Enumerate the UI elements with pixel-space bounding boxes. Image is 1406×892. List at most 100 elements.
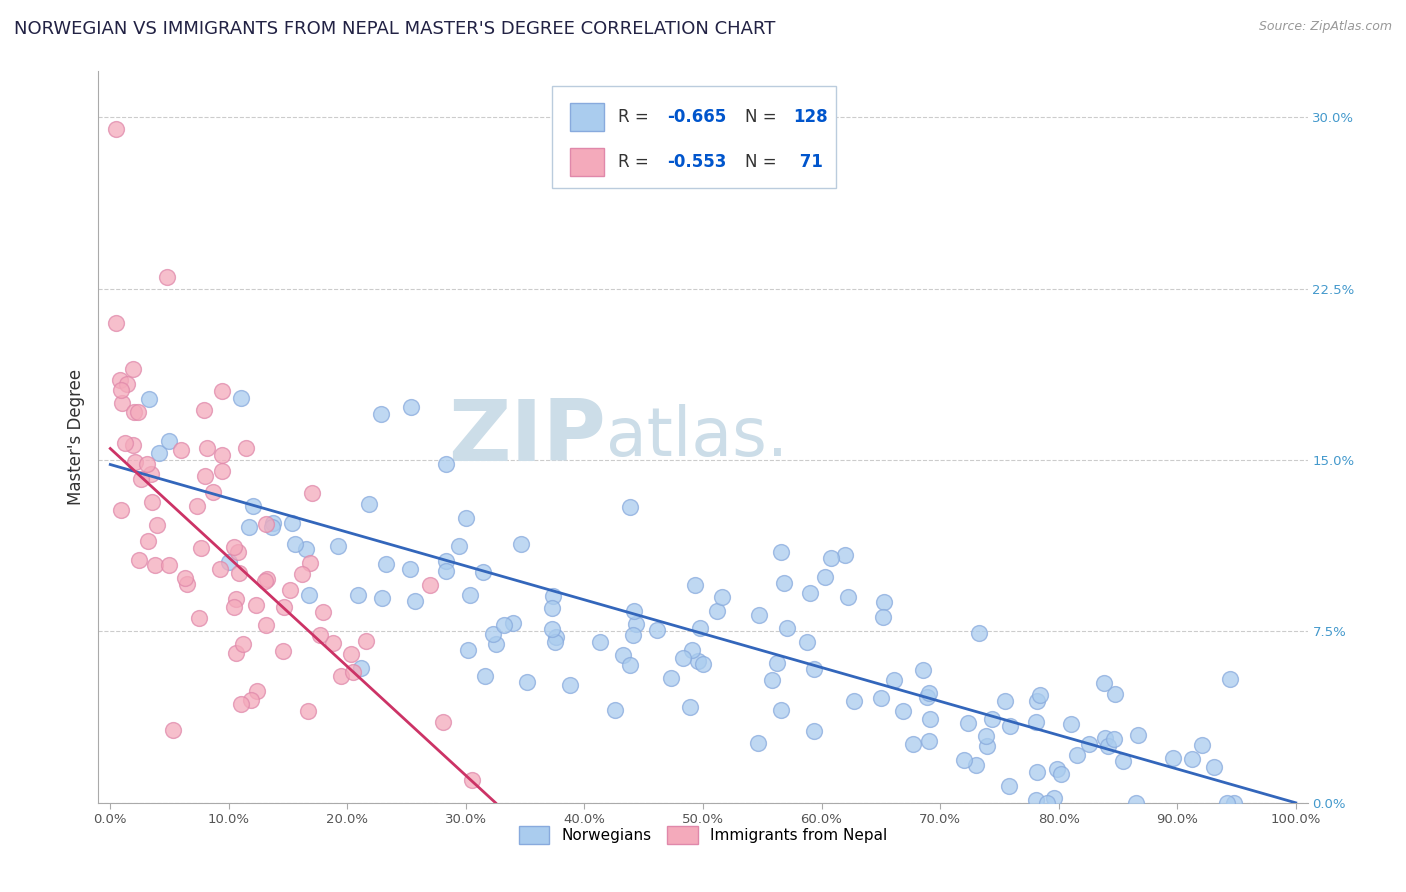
Point xyxy=(434,457,457,471)
Point xyxy=(953,754,976,768)
Point xyxy=(311,605,333,619)
Point xyxy=(174,571,197,585)
Point xyxy=(1181,752,1204,766)
Point xyxy=(124,455,146,469)
Point xyxy=(1222,796,1244,810)
Point xyxy=(111,396,134,410)
Point xyxy=(920,712,942,726)
Point xyxy=(1066,747,1088,762)
Point xyxy=(747,736,769,750)
Point xyxy=(260,520,283,534)
Point xyxy=(681,642,703,657)
Point xyxy=(291,566,314,581)
Point xyxy=(108,373,131,387)
Point xyxy=(510,537,533,551)
Point xyxy=(1097,739,1119,753)
Point xyxy=(872,610,894,624)
Point xyxy=(516,675,538,690)
Point xyxy=(1050,767,1073,781)
Point xyxy=(901,737,924,751)
Point xyxy=(262,516,284,530)
Point xyxy=(136,457,159,471)
Point xyxy=(482,627,505,641)
Point xyxy=(329,668,352,682)
Point xyxy=(814,570,837,584)
Point xyxy=(686,654,709,668)
Point xyxy=(143,558,166,572)
Point xyxy=(209,562,232,576)
Point xyxy=(870,690,893,705)
Point xyxy=(139,467,162,481)
Point xyxy=(225,592,247,607)
Text: -0.553: -0.553 xyxy=(666,153,725,171)
Point xyxy=(347,588,370,602)
Text: N =: N = xyxy=(745,108,782,126)
Point xyxy=(278,583,301,598)
Point xyxy=(775,621,797,635)
Point xyxy=(301,485,323,500)
Point xyxy=(1060,716,1083,731)
Point xyxy=(245,598,267,612)
Point xyxy=(1025,715,1047,730)
Point xyxy=(434,564,457,578)
Point xyxy=(803,723,825,738)
Legend: Norwegians, Immigrants from Nepal: Norwegians, Immigrants from Nepal xyxy=(513,820,893,850)
Point xyxy=(1112,754,1135,768)
Point xyxy=(603,703,626,717)
Text: ZIP: ZIP xyxy=(449,395,606,479)
Point xyxy=(956,715,979,730)
Point xyxy=(502,615,524,630)
Point xyxy=(127,405,149,419)
Point xyxy=(371,591,394,605)
Point xyxy=(246,684,269,698)
Point xyxy=(965,757,987,772)
Point xyxy=(122,405,145,419)
Point xyxy=(128,553,150,567)
Point xyxy=(645,624,668,638)
Point xyxy=(619,657,641,672)
Point xyxy=(766,657,789,671)
Point xyxy=(912,663,935,677)
Point xyxy=(404,593,426,607)
Point xyxy=(773,575,796,590)
Point xyxy=(672,650,695,665)
Point xyxy=(621,628,644,642)
Text: NORWEGIAN VS IMMIGRANTS FROM NEPAL MASTER'S DEGREE CORRELATION CHART: NORWEGIAN VS IMMIGRANTS FROM NEPAL MASTE… xyxy=(14,20,776,37)
Point xyxy=(820,550,842,565)
Point xyxy=(769,703,792,717)
Point xyxy=(485,637,508,651)
Point xyxy=(872,595,894,609)
Point xyxy=(541,622,564,636)
Point xyxy=(188,610,211,624)
Point xyxy=(761,673,783,688)
Point xyxy=(273,599,295,614)
Point xyxy=(1094,731,1116,745)
Point xyxy=(253,574,276,588)
Text: Source: ZipAtlas.com: Source: ZipAtlas.com xyxy=(1258,20,1392,33)
Point xyxy=(1191,738,1213,752)
Point xyxy=(148,446,170,460)
Point xyxy=(156,269,179,284)
Point xyxy=(240,692,263,706)
Point xyxy=(374,557,396,571)
Point xyxy=(271,644,294,658)
Point xyxy=(105,316,128,330)
Point xyxy=(170,443,193,458)
Point xyxy=(1125,796,1147,810)
Text: N =: N = xyxy=(745,153,782,171)
Point xyxy=(1219,672,1241,686)
Point xyxy=(211,448,233,462)
Point xyxy=(419,578,441,592)
Point xyxy=(194,469,217,483)
Point xyxy=(447,539,470,553)
Point xyxy=(541,600,564,615)
Point xyxy=(211,464,233,478)
Point xyxy=(110,383,132,397)
Text: 71: 71 xyxy=(793,153,823,171)
Point xyxy=(232,637,254,651)
Point xyxy=(1046,763,1069,777)
Point xyxy=(543,635,565,649)
Point xyxy=(342,665,364,679)
Point xyxy=(967,626,990,640)
Point xyxy=(298,588,321,602)
